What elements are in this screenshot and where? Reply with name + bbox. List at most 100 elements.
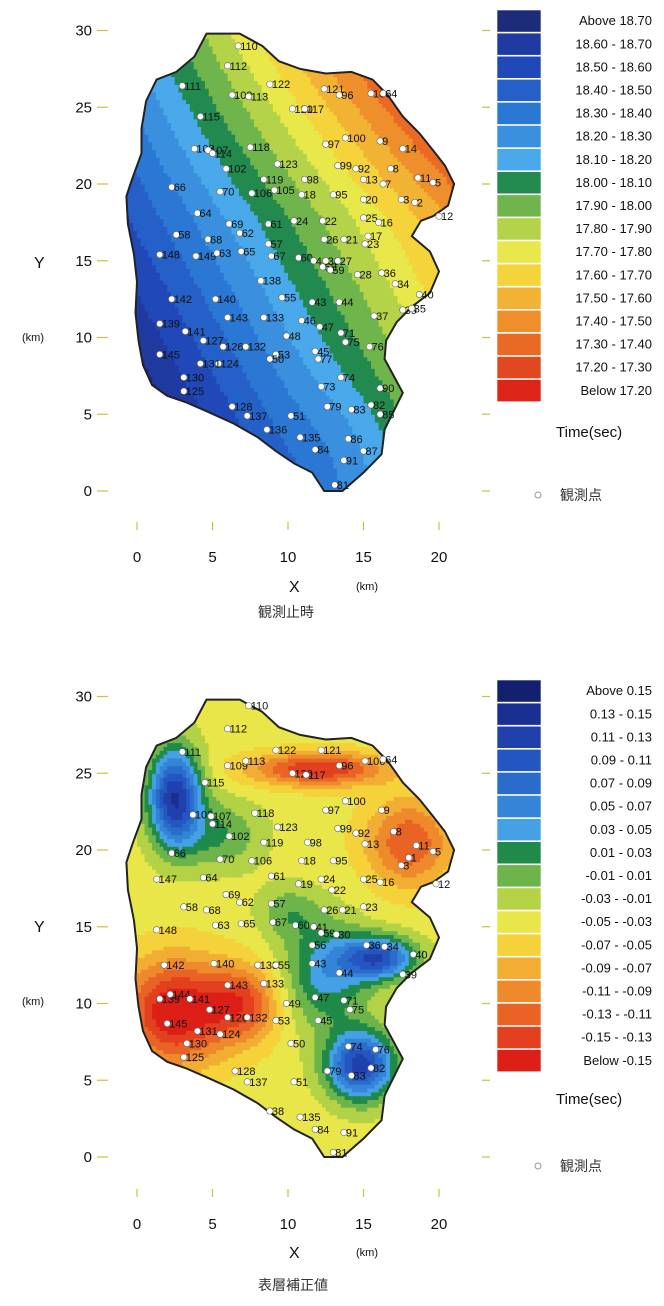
- station-marker: [219, 343, 227, 351]
- station-label: 106: [254, 856, 272, 868]
- station-label: 17: [370, 231, 382, 243]
- station-marker: [287, 1039, 295, 1047]
- station-label: 48: [289, 331, 301, 343]
- station-label: 91: [346, 1127, 358, 1139]
- station-marker: [322, 257, 330, 265]
- station-label: 142: [174, 294, 192, 306]
- station-label: 76: [372, 342, 384, 354]
- station-label: 125: [186, 386, 204, 398]
- station-label: 100: [347, 133, 365, 145]
- x-tick-label: 5: [208, 549, 216, 566]
- station-label: 21: [344, 905, 356, 917]
- station-label: 71: [346, 995, 358, 1007]
- station-marker: [172, 231, 180, 239]
- station-label: 55: [278, 960, 290, 972]
- x-unit-label-top: (km): [356, 581, 378, 593]
- station-label: 67: [275, 917, 287, 929]
- station-marker: [334, 257, 342, 265]
- legend-swatch: [496, 171, 542, 195]
- x-axis-label-top: X: [289, 579, 300, 596]
- station-label: 64: [199, 208, 211, 220]
- station-label: 22: [334, 885, 346, 897]
- legend-bottom: Above 0.15 0.13 - 0.15 0.11 - 0.13 0.09 - 0…: [496, 679, 652, 1072]
- station-marker: [243, 412, 251, 420]
- station-marker: [193, 1027, 201, 1035]
- station-label: 144: [172, 989, 190, 1001]
- station-marker: [301, 105, 309, 113]
- station-label: 122: [278, 745, 296, 757]
- legend-title-bottom: Time(sec): [556, 1091, 622, 1108]
- station-marker: [180, 903, 188, 911]
- station-marker: [335, 969, 343, 977]
- station-marker: [295, 880, 303, 888]
- legend-item-label: -0.07 - -0.05: [581, 937, 652, 952]
- y-tick-label: 15: [75, 919, 92, 936]
- station-marker: [246, 143, 254, 151]
- station-label: 74: [350, 1042, 362, 1054]
- station-marker: [338, 906, 346, 914]
- station-label: 34: [387, 942, 399, 954]
- station-label: 82: [373, 400, 385, 412]
- station-label: 96: [341, 90, 353, 102]
- legend-swatch: [496, 333, 542, 356]
- station-marker-key-bottom: [534, 1162, 542, 1170]
- station-label: 36: [384, 268, 396, 280]
- station-marker: [337, 329, 345, 337]
- station-label: 60: [298, 920, 310, 932]
- station-label: 82: [373, 1063, 385, 1075]
- station-marker: [308, 960, 316, 968]
- y-tick-label: 25: [75, 99, 92, 116]
- station-label: 53: [278, 1015, 290, 1027]
- station-marker: [203, 906, 211, 914]
- station-label: 95: [335, 190, 347, 202]
- legend-item-label: -0.15 - -0.13: [581, 1030, 652, 1045]
- station-label: 130: [186, 372, 204, 384]
- station-label: 69: [231, 219, 243, 231]
- legend-swatch: [496, 818, 542, 841]
- station-label: 66: [174, 848, 186, 860]
- station-marker: [361, 757, 369, 765]
- station-label: 28: [360, 270, 372, 282]
- station-marker: [225, 832, 233, 840]
- station-marker: [180, 373, 188, 381]
- station-label: 27: [340, 256, 352, 268]
- station-label: 23: [367, 239, 379, 251]
- legend-swatch: [496, 910, 542, 934]
- contour-map-bottom: 1101121221219610664111109113120117115103…: [125, 698, 456, 1159]
- x-axis-label-bottom: X: [289, 1245, 300, 1262]
- x-axis-bottom: 0 5 10 15 20: [133, 1189, 447, 1233]
- station-marker: [224, 1013, 232, 1021]
- station-label: 25: [366, 213, 378, 225]
- station-label: 96: [341, 761, 353, 773]
- station-marker: [376, 410, 384, 418]
- station-marker: [156, 251, 164, 259]
- legend-item-label: 0.03 - 0.05: [590, 822, 652, 837]
- station-label: 5: [435, 178, 441, 190]
- station-label: 76: [378, 1045, 390, 1057]
- station-label: 75: [347, 337, 359, 349]
- station-marker: [193, 209, 201, 217]
- station-label: 127: [212, 1005, 230, 1017]
- legend-item-label: -0.05 - -0.03: [581, 914, 652, 929]
- station-marker: [379, 755, 387, 763]
- x-tick-label: 0: [133, 1216, 141, 1233]
- station-label: 57: [273, 899, 285, 911]
- legend-swatch: [496, 795, 542, 818]
- station-label: 36: [369, 940, 381, 952]
- station-marker: [278, 294, 286, 302]
- legend-swatch: [496, 217, 542, 241]
- station-marker: [186, 995, 194, 1003]
- station-label: 21: [346, 234, 358, 246]
- station-label: 99: [340, 161, 352, 173]
- station-label: 107: [213, 811, 231, 823]
- station-label: 135: [302, 432, 320, 444]
- legend-swatch: [496, 772, 542, 795]
- station-marker: [399, 970, 407, 978]
- station-label: 81: [337, 480, 349, 492]
- station-label: 145: [169, 1019, 187, 1031]
- station-label: 132: [249, 1012, 267, 1024]
- station-marker: [322, 806, 330, 814]
- station-label: 18: [304, 856, 316, 868]
- station-marker: [359, 195, 367, 203]
- station-marker: [156, 320, 164, 328]
